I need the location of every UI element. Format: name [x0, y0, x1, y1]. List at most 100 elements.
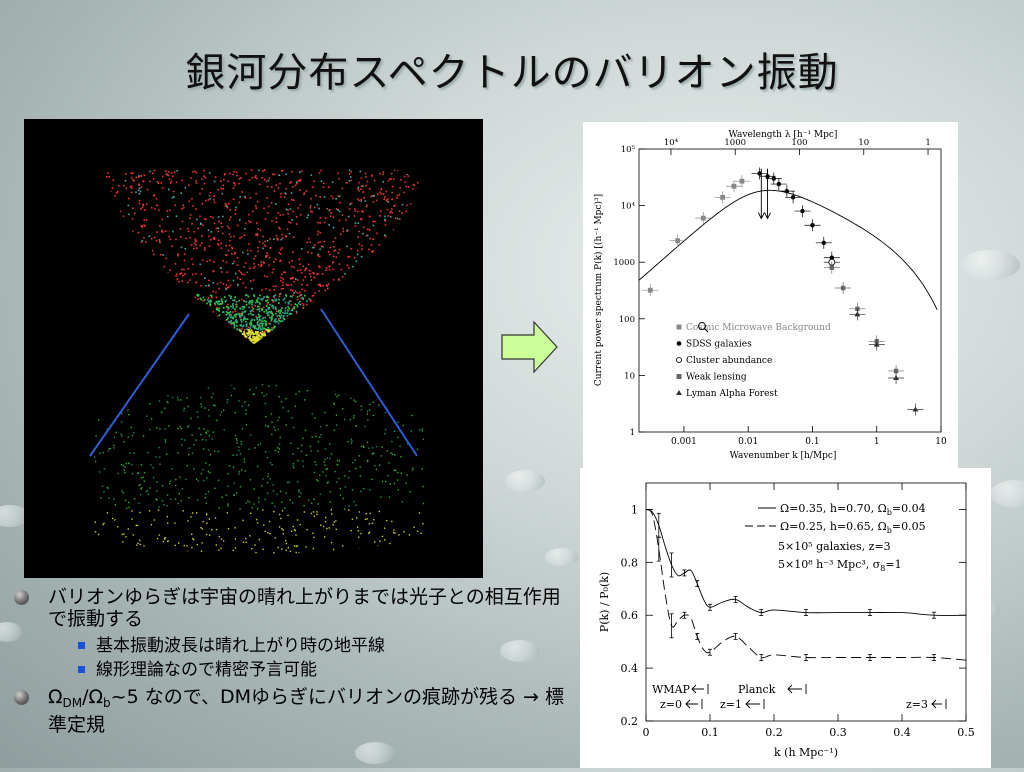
sim-point — [94, 531, 97, 533]
sub-bullet-1-text: 基本振動波長は晴れ上がり時の地平線 — [96, 636, 385, 656]
sim-point — [416, 336, 418, 339]
sim-point — [97, 533, 100, 536]
sim-point — [358, 181, 360, 184]
sim-point — [293, 266, 295, 269]
sim-point — [360, 177, 363, 180]
sim-point — [292, 426, 295, 429]
sim-point — [339, 494, 342, 496]
sim-point — [418, 246, 419, 248]
sim-point — [411, 229, 413, 232]
sim-point — [181, 488, 184, 490]
sim-point — [398, 193, 401, 196]
sim-point — [203, 169, 205, 172]
sim-point — [348, 505, 350, 507]
sim-point — [243, 273, 246, 276]
sim-point — [227, 485, 229, 487]
sim-point — [374, 289, 376, 292]
sim-point — [260, 322, 263, 325]
sim-point — [412, 467, 414, 469]
sim-point — [332, 226, 335, 229]
sim-point — [113, 270, 115, 272]
fig1-xtick-label: 0.01 — [738, 437, 758, 447]
fig1-point — [647, 287, 653, 293]
sim-point — [259, 336, 262, 338]
sim-point — [144, 391, 146, 394]
sim-point — [267, 473, 270, 475]
sim-point — [110, 332, 112, 334]
sim-point — [402, 331, 405, 333]
sim-point — [256, 318, 258, 321]
fig2-planck-label: Planck — [738, 683, 776, 696]
sim-point — [380, 455, 383, 457]
sim-point — [266, 252, 268, 254]
sim-point — [131, 331, 133, 333]
sim-point — [391, 453, 394, 455]
sim-point — [236, 442, 238, 444]
sim-point — [337, 252, 340, 254]
sim-point — [247, 558, 248, 559]
sim-point — [281, 233, 283, 236]
sim-point — [361, 384, 364, 386]
sim-point — [202, 224, 204, 226]
sim-point — [300, 450, 303, 453]
sim-point — [215, 544, 217, 546]
sim-point — [225, 284, 228, 286]
sim-point — [375, 199, 378, 202]
sim-point — [286, 312, 289, 314]
sim-point — [298, 258, 301, 261]
sim-point — [263, 169, 266, 171]
sim-point — [205, 199, 207, 202]
sim-point — [190, 244, 193, 246]
sim-point — [119, 293, 121, 296]
sim-point — [109, 552, 111, 554]
sim-point — [235, 492, 238, 494]
sim-point — [245, 413, 247, 415]
sim-point — [108, 264, 111, 266]
sim-point — [348, 509, 350, 511]
fig1-ytick-label: 1000 — [613, 258, 635, 268]
sim-point — [152, 172, 154, 174]
sim-point — [255, 341, 257, 344]
sim-point — [298, 552, 300, 554]
sim-point — [354, 276, 356, 278]
sim-point — [365, 548, 367, 550]
sim-point — [344, 475, 346, 477]
sim-point — [188, 497, 190, 499]
sim-point — [239, 237, 241, 240]
sim-point — [276, 333, 278, 336]
sim-point — [220, 247, 223, 249]
fig2-xtick-label: 0.5 — [957, 726, 975, 739]
sim-point — [196, 512, 198, 514]
power-spectrum-figure: Wavelength λ [h⁻¹ Mpc] 10⁴ 1000 100 10 1 0.0… — [583, 122, 958, 468]
sim-point — [243, 316, 246, 318]
sim-point — [106, 512, 109, 514]
sim-point — [301, 288, 303, 291]
sim-point — [366, 441, 369, 444]
sim-point — [265, 308, 268, 311]
sim-point — [259, 303, 261, 305]
sim-point — [397, 169, 399, 172]
sim-point — [200, 273, 202, 276]
sim-point — [134, 393, 137, 395]
sim-point — [319, 248, 321, 251]
sim-point — [169, 269, 171, 271]
sim-point — [264, 424, 267, 427]
sim-point — [195, 272, 197, 275]
sim-point — [413, 225, 415, 228]
sim-point — [254, 176, 256, 179]
sim-point — [303, 373, 304, 374]
bullet-1: バリオンゆらぎは宇宙の晴れ上がりまでは光子との相互作用で振動する — [14, 586, 574, 630]
sim-point — [122, 548, 125, 550]
sim-point — [118, 184, 120, 187]
sim-point — [186, 397, 188, 399]
sim-point — [156, 499, 158, 501]
sim-point — [349, 203, 351, 206]
sim-point — [200, 406, 203, 408]
sim-point — [233, 253, 236, 255]
sim-point — [243, 266, 246, 268]
sim-point — [317, 272, 319, 275]
sim-point — [106, 206, 108, 208]
sim-point — [129, 373, 130, 374]
sim-point — [399, 257, 402, 259]
sim-point — [193, 242, 196, 245]
